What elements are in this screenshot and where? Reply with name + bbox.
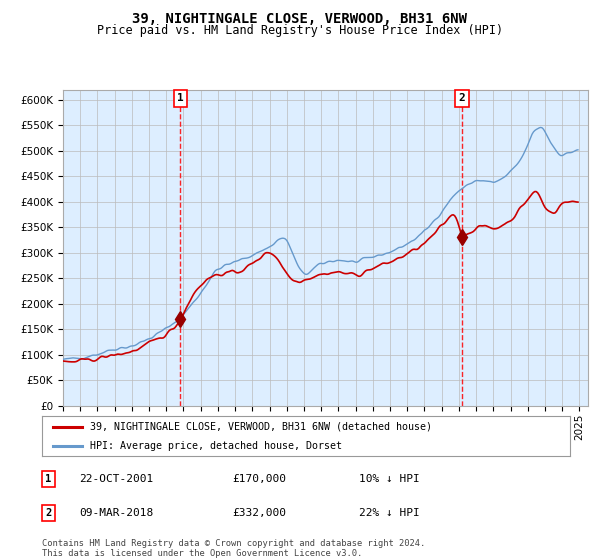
Text: 2: 2 [45, 508, 52, 519]
Text: HPI: Average price, detached house, Dorset: HPI: Average price, detached house, Dors… [89, 441, 341, 450]
Text: Price paid vs. HM Land Registry's House Price Index (HPI): Price paid vs. HM Land Registry's House … [97, 24, 503, 37]
Text: 09-MAR-2018: 09-MAR-2018 [79, 508, 153, 519]
Text: 1: 1 [177, 94, 184, 104]
Text: £170,000: £170,000 [232, 474, 286, 484]
Text: 39, NIGHTINGALE CLOSE, VERWOOD, BH31 6NW: 39, NIGHTINGALE CLOSE, VERWOOD, BH31 6NW [133, 12, 467, 26]
Text: 39, NIGHTINGALE CLOSE, VERWOOD, BH31 6NW (detached house): 39, NIGHTINGALE CLOSE, VERWOOD, BH31 6NW… [89, 422, 431, 432]
Text: 22% ↓ HPI: 22% ↓ HPI [359, 508, 419, 519]
Text: 10% ↓ HPI: 10% ↓ HPI [359, 474, 419, 484]
Text: £332,000: £332,000 [232, 508, 286, 519]
Text: Contains HM Land Registry data © Crown copyright and database right 2024.
This d: Contains HM Land Registry data © Crown c… [42, 539, 425, 558]
Text: 1: 1 [45, 474, 52, 484]
Text: 2: 2 [459, 94, 466, 104]
Text: 22-OCT-2001: 22-OCT-2001 [79, 474, 153, 484]
